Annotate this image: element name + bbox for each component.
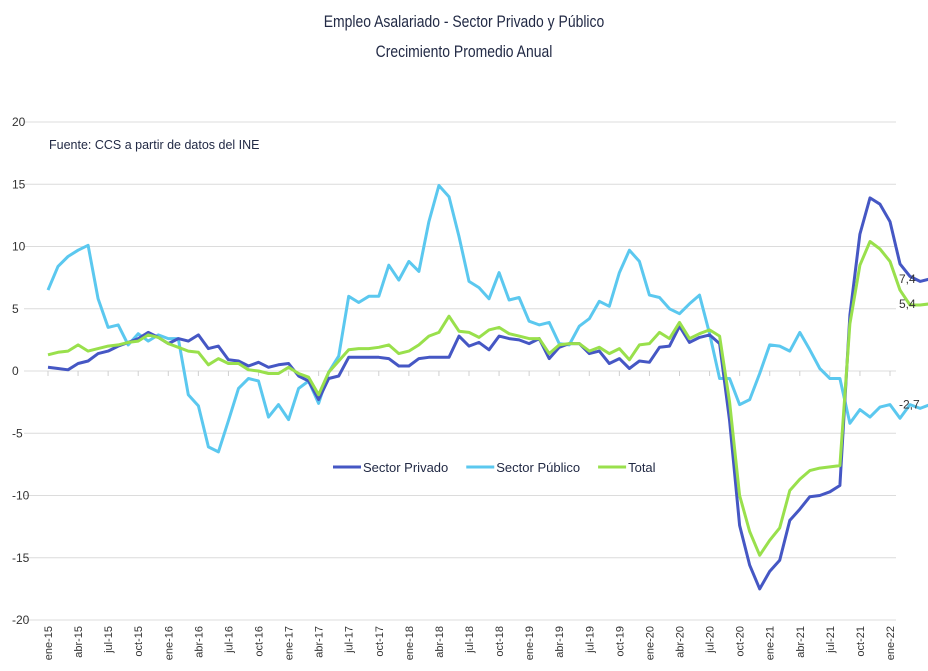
x-tick-label: oct-17 [374, 626, 386, 657]
x-tick-label: abr-15 [73, 626, 85, 658]
x-tick-label: jul-19 [584, 626, 596, 654]
x-tick-label: oct-16 [254, 626, 266, 657]
x-tick-label: ene-17 [284, 626, 296, 660]
series-line-total [47, 240, 928, 557]
x-tick-label: abr-20 [675, 626, 687, 658]
x-tick-label: ene-19 [524, 626, 536, 660]
x-tick-label: jul-18 [464, 626, 476, 654]
x-tick-label: abr-16 [193, 626, 205, 658]
x-tick-label: ene-16 [163, 626, 175, 660]
y-tick-label: 5 [12, 302, 19, 316]
x-tick-label: oct-19 [614, 626, 626, 657]
x-tick-label: oct-15 [133, 626, 145, 657]
legend: Sector Privado Sector Público Total [333, 460, 656, 475]
x-tick-label: ene-15 [43, 626, 55, 660]
x-tick-label: ene-21 [765, 626, 777, 660]
x-tick-label: oct-18 [494, 626, 506, 657]
chart-subtitle: Crecimiento Promedio Anual [375, 42, 553, 61]
x-tick-label: oct-20 [735, 626, 747, 657]
y-tick-label: 20 [12, 115, 26, 129]
end-value-label: 7,4 [899, 272, 916, 286]
x-tick-label: jul-16 [223, 626, 235, 654]
legend-label: Total [628, 460, 656, 475]
y-tick-label: 10 [12, 240, 26, 254]
y-tick-label: -5 [12, 426, 23, 440]
x-tick-label: jul-17 [344, 626, 356, 654]
x-tick-label: jul-15 [103, 626, 115, 654]
x-tick-label: oct-21 [855, 626, 867, 657]
x-tick-label: jul-20 [705, 626, 717, 654]
series-line-sector-p-blico [46, 184, 928, 454]
series-line-sector-privado [47, 196, 928, 591]
x-tick-label: ene-22 [885, 626, 897, 660]
end-value-label: -2,7 [899, 398, 920, 412]
x-tick-label: abr-19 [554, 626, 566, 658]
y-tick-label: 0 [12, 364, 19, 378]
y-tick-label: -15 [12, 551, 30, 565]
x-tick-label: ene-20 [644, 626, 656, 660]
x-tick-label: abr-17 [314, 626, 326, 658]
chart-title: Empleo Asalariado - Sector Privado y Púb… [323, 12, 605, 31]
x-tick-label: jul-21 [825, 626, 837, 654]
y-tick-label: -20 [12, 613, 30, 627]
legend-label: Sector Público [496, 460, 580, 475]
x-tick-label: ene-18 [404, 626, 416, 660]
end-value-label: 5,4 [899, 297, 916, 311]
x-tick-label: abr-18 [434, 626, 446, 658]
source-annotation: Fuente: CCS a partir de datos del INE [49, 138, 260, 152]
x-tick-label: abr-21 [795, 626, 807, 658]
y-tick-label: -10 [12, 489, 30, 503]
y-tick-label: 15 [12, 177, 26, 191]
legend-label: Sector Privado [363, 460, 448, 475]
